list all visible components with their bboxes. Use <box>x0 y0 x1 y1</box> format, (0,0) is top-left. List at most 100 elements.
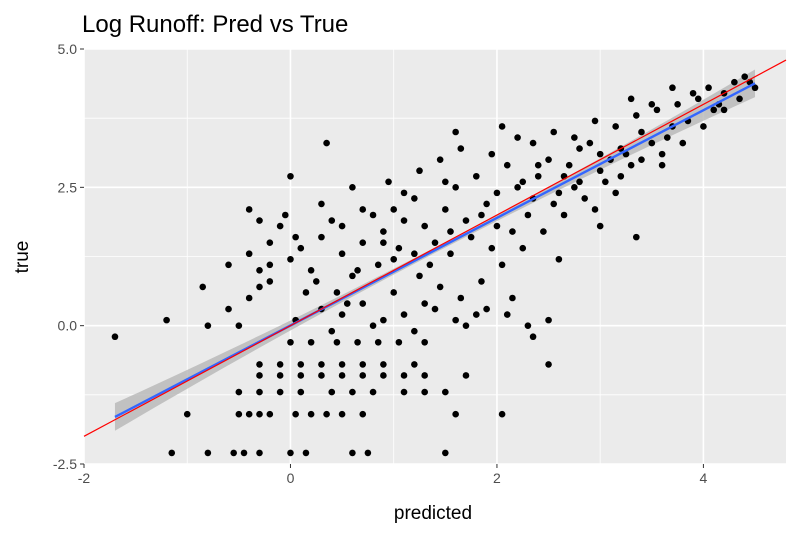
data-point <box>359 410 367 418</box>
data-point <box>395 244 403 252</box>
data-point <box>612 123 619 130</box>
data-point <box>385 178 392 186</box>
data-point <box>679 139 687 147</box>
data-point <box>359 239 367 246</box>
data-point <box>400 217 408 224</box>
identity-line <box>83 59 787 437</box>
data-point <box>235 388 243 396</box>
data-point <box>431 239 439 246</box>
data-point <box>380 361 387 368</box>
data-point <box>736 95 743 103</box>
data-point <box>374 338 382 346</box>
data-point <box>689 89 697 97</box>
data-point <box>493 189 501 197</box>
data-point <box>576 178 583 186</box>
data-point <box>276 361 284 368</box>
data-point <box>323 410 330 418</box>
data-point <box>400 388 408 396</box>
data-points <box>111 73 759 457</box>
data-point <box>302 449 310 457</box>
data-point <box>390 289 398 296</box>
data-point <box>333 338 341 346</box>
data-point <box>111 333 119 341</box>
data-point <box>287 172 294 180</box>
data-point <box>452 316 459 324</box>
data-point <box>462 372 470 379</box>
data-point <box>380 372 387 379</box>
data-point <box>256 388 263 396</box>
data-point <box>452 128 459 136</box>
data-point <box>411 250 418 258</box>
data-point <box>256 267 263 274</box>
y-tick-label: 2.5 <box>58 179 78 195</box>
data-point <box>328 217 336 224</box>
data-point <box>338 311 346 318</box>
data-point <box>633 112 640 119</box>
data-point <box>509 294 516 302</box>
data-point <box>354 267 361 274</box>
data-point <box>669 84 676 92</box>
data-point <box>436 283 444 291</box>
data-point <box>452 184 459 191</box>
data-point <box>163 316 170 324</box>
data-point <box>498 261 506 269</box>
x-tick-label: -2 <box>78 470 91 486</box>
data-point <box>565 161 573 169</box>
data-point <box>307 338 315 346</box>
data-point <box>519 244 527 252</box>
data-point <box>638 156 645 163</box>
data-point <box>292 410 299 418</box>
data-point <box>493 222 501 230</box>
data-point <box>168 449 176 457</box>
data-point <box>256 410 263 418</box>
data-point <box>426 261 434 269</box>
data-point <box>266 278 274 285</box>
data-point <box>467 233 475 241</box>
data-point <box>380 239 387 246</box>
data-point <box>204 322 212 329</box>
data-point <box>245 294 253 302</box>
data-point <box>731 78 738 86</box>
data-point <box>338 250 346 258</box>
data-point <box>514 134 521 141</box>
data-point <box>421 372 428 379</box>
x-tick-label: 4 <box>700 470 708 486</box>
data-point <box>483 200 490 208</box>
major-gridlines <box>83 48 786 465</box>
data-point <box>338 361 346 368</box>
data-point <box>442 178 449 186</box>
data-point <box>333 289 341 296</box>
data-point <box>421 222 428 230</box>
data-point <box>442 388 449 396</box>
data-point <box>416 167 423 175</box>
data-point <box>498 410 506 418</box>
data-point <box>674 101 681 108</box>
data-point <box>571 134 578 141</box>
data-point <box>245 206 253 213</box>
data-point <box>390 206 398 213</box>
data-point <box>328 327 336 335</box>
data-point <box>343 300 351 307</box>
x-axis: -2 0 2 4 <box>78 464 708 486</box>
data-point <box>380 228 387 235</box>
data-point <box>498 123 506 130</box>
data-point <box>359 300 367 307</box>
data-point <box>400 189 408 197</box>
data-point <box>545 316 552 324</box>
data-point <box>421 300 428 307</box>
data-point <box>627 95 635 103</box>
data-point <box>710 106 718 114</box>
data-point <box>411 195 418 202</box>
data-point <box>318 372 325 379</box>
data-point <box>266 239 274 246</box>
data-point <box>663 134 671 141</box>
data-point <box>524 211 532 219</box>
data-point <box>421 338 428 346</box>
data-point <box>648 101 656 108</box>
data-point <box>307 267 315 274</box>
data-point <box>627 161 635 169</box>
data-point <box>462 322 470 329</box>
data-point <box>483 305 490 313</box>
data-point <box>462 217 470 224</box>
